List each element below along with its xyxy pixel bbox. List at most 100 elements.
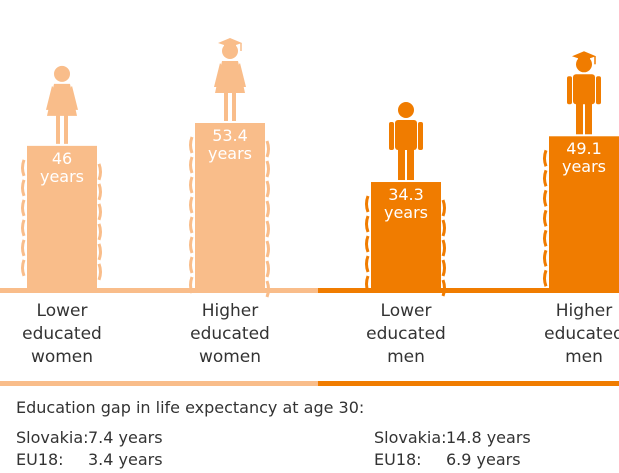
book-edge (97, 183, 102, 201)
person-icon (46, 65, 78, 144)
book-edge (265, 200, 270, 218)
arm (418, 122, 423, 151)
book-edge (97, 263, 102, 281)
book-edge (97, 163, 102, 181)
arm (237, 63, 246, 87)
divider (0, 381, 318, 386)
arm (69, 85, 78, 110)
category-label: Higher educated men (544, 301, 619, 367)
book-edge (265, 260, 270, 278)
book-edge (543, 169, 548, 187)
gap-value: 6.9 years (446, 450, 521, 469)
divider (318, 288, 619, 293)
torso (395, 120, 417, 151)
book-edge (441, 239, 446, 257)
book-edge (441, 219, 446, 237)
book-edge (189, 136, 194, 154)
gap-label: Slovakia: (16, 428, 89, 447)
book-edge (265, 180, 270, 198)
book-edge (97, 203, 102, 221)
cap-base (224, 43, 236, 47)
value-label: 53.4 years (207, 126, 253, 163)
value-label: 46 years (39, 148, 85, 186)
divider (0, 288, 318, 293)
book-edge (189, 216, 194, 234)
book-edge (265, 160, 270, 178)
cap-base (578, 56, 590, 61)
arm (46, 85, 55, 110)
leg (232, 91, 236, 121)
gap-row: Slovakia:7.4 years (16, 427, 163, 449)
gap-value: 3.4 years (88, 450, 163, 469)
book-edge (97, 223, 102, 241)
leg (398, 148, 405, 181)
bar (371, 182, 441, 288)
book-edge (21, 199, 26, 217)
gap-title: Education gap in life expectancy at age … (16, 398, 365, 417)
torso (573, 74, 595, 105)
book-edge (543, 249, 548, 267)
book-edge (189, 276, 194, 294)
book-edge (265, 240, 270, 258)
leg (64, 113, 68, 144)
book-edge (365, 195, 370, 213)
arm (596, 76, 601, 105)
book-edge (543, 229, 548, 247)
arm (567, 76, 572, 105)
divider (318, 381, 619, 386)
category-label: Lower educated women (22, 301, 102, 367)
leg (576, 102, 583, 135)
gap-label: EU18: (16, 450, 64, 469)
book-edge (441, 199, 446, 217)
bar (27, 145, 97, 288)
head (54, 65, 70, 82)
arm (214, 63, 223, 87)
gap-row: EU18: 3.4 years (16, 449, 163, 471)
leg (407, 148, 414, 181)
gap-row: EU18: 6.9 years (374, 449, 521, 471)
book-edge (265, 220, 270, 238)
book-edge (189, 236, 194, 254)
book-edge (265, 140, 270, 158)
leg (224, 91, 228, 121)
book-edge (365, 235, 370, 253)
book-edge (97, 243, 102, 261)
book-edge (365, 255, 370, 273)
arm (389, 122, 394, 151)
value-label: 34.3 years (383, 185, 429, 223)
bar (195, 123, 265, 288)
book-edge (543, 149, 548, 167)
book-edge (21, 239, 26, 257)
category-label: Higher educated women (190, 301, 270, 367)
book-edge (441, 259, 446, 277)
leg (585, 102, 592, 135)
book-edge (543, 269, 548, 287)
gap-value: 14.8 years (446, 428, 531, 447)
leg (56, 113, 60, 144)
gap-row: Slovakia:14.8 years (374, 427, 531, 449)
gap-label: Slovakia: (374, 428, 447, 447)
gap-label: EU18: (374, 450, 422, 469)
book-edge (365, 215, 370, 233)
book-edge (365, 275, 370, 293)
book-edge (543, 209, 548, 227)
book-edge (21, 259, 26, 277)
book-edge (189, 176, 194, 194)
person-icon (389, 102, 423, 181)
book-edge (21, 219, 26, 237)
book-edge (189, 256, 194, 274)
category-label: Lower educated men (366, 301, 446, 367)
value-label: 49.1 years (561, 139, 607, 177)
book-edge (21, 159, 26, 177)
gap-value: 7.4 years (88, 428, 163, 447)
book-edge (189, 156, 194, 174)
person-icon (214, 38, 246, 121)
book-edge (21, 179, 26, 197)
book-edge (441, 279, 446, 297)
person-icon (567, 51, 601, 135)
bar (549, 136, 619, 288)
book-edge (543, 189, 548, 207)
book-edge (265, 280, 270, 298)
book-edge (189, 196, 194, 214)
